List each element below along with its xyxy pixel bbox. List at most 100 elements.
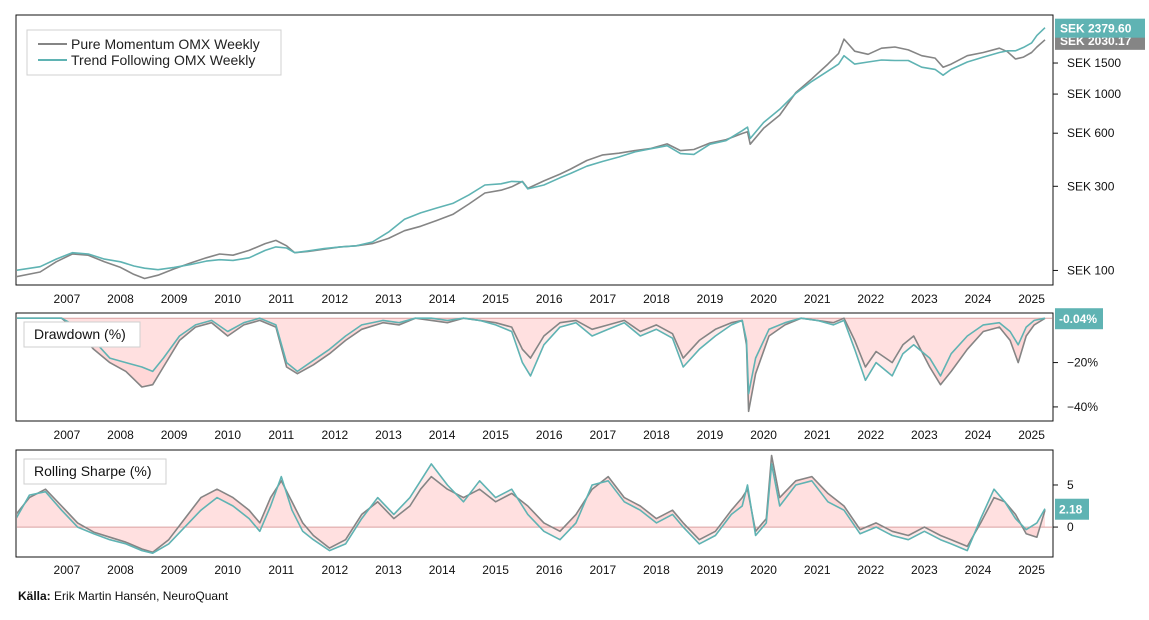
x-tick-label: 2019	[697, 428, 724, 442]
x-tick-label: 2025	[1018, 292, 1045, 306]
x-tick-label: 2009	[161, 292, 188, 306]
legend-frame	[26, 29, 282, 76]
x-tick-label: 2023	[911, 563, 938, 577]
x-tick-label: 2007	[54, 428, 81, 442]
x-tick-label: 2014	[429, 428, 456, 442]
panel-title: Rolling Sharpe (%)	[34, 463, 152, 479]
y-tick-label: SEK 600	[1067, 126, 1115, 140]
end-label-trend-text: SEK 2379.60	[1060, 22, 1132, 36]
panel-title-box: Rolling Sharpe (%)	[23, 458, 167, 485]
panel-drawdown: −20% −40% 2007 2008 2009 2010 2011 2012 2013 2014…	[15, 308, 1103, 442]
legend-label-momentum: Pure Momentum OMX Weekly	[71, 36, 260, 52]
x-tick-label: 2008	[107, 563, 134, 577]
x-tick-label: 2010	[214, 428, 241, 442]
end-label-bg	[1055, 308, 1103, 330]
x-tick-label: 2018	[643, 292, 670, 306]
x-tick-label: 2009	[161, 563, 188, 577]
x-tick-label: 2018	[643, 428, 670, 442]
x-tick-label: 2011	[268, 292, 294, 306]
x-tick-label: 2007	[54, 563, 81, 577]
x-tick-label: 2020	[750, 428, 777, 442]
plot-area	[17, 454, 1052, 554]
y-tick-label: 0	[1067, 520, 1074, 534]
end-label-trend-bg	[1055, 18, 1145, 38]
x-tick-label: 2022	[857, 292, 884, 306]
source-text: Erik Martin Hansén, NeuroQuant	[54, 589, 229, 603]
x-tick-label: 2012	[322, 292, 349, 306]
x-tick-label: 2010	[214, 563, 241, 577]
x-tick-label: 2010	[214, 292, 241, 306]
legend-label-trend: Trend Following OMX Weekly	[71, 52, 255, 68]
x-tick-label: 2011	[268, 563, 294, 577]
trend-line	[17, 27, 1046, 272]
x-tick-label: 2023	[911, 428, 938, 442]
x-tick-label: 2023	[911, 292, 938, 306]
x-tick-label: 2007	[54, 292, 81, 306]
x-tick-label: 2015	[482, 428, 509, 442]
title-frame	[23, 458, 167, 485]
x-tick-label: 2014	[429, 563, 456, 577]
end-label-bg	[1055, 498, 1089, 520]
x-tick-label: 2025	[1018, 563, 1045, 577]
y-tick-label: SEK 1500	[1067, 56, 1121, 70]
end-label-value: 2.18	[1055, 498, 1089, 520]
x-tick-label: 2020	[750, 292, 777, 306]
x-tick-label: 2015	[482, 292, 509, 306]
x-tick-label: 2016	[536, 292, 563, 306]
x-tick-label: 2013	[375, 563, 402, 577]
y-tick-label: SEK 1000	[1067, 87, 1121, 101]
y-tick-label: −20%	[1067, 356, 1098, 370]
y-tick-label: SEK 300	[1067, 179, 1115, 193]
end-label-text: 2.18	[1059, 503, 1083, 517]
y-tick-label: −40%	[1067, 400, 1098, 414]
x-tick-label: 2024	[965, 292, 992, 306]
trend-line	[17, 317, 1046, 395]
x-tick-label: 2017	[589, 563, 616, 577]
plot-frame	[15, 449, 1054, 558]
panel-price: SEK 100 SEK 300 SEK 600 SEK 1000 SEK 1500 200…	[15, 14, 1145, 306]
x-tick-label: 2019	[697, 563, 724, 577]
title-frame	[23, 321, 141, 348]
x-tick-label: 2019	[697, 292, 724, 306]
x-tick-label: 2025	[1018, 428, 1045, 442]
x-tick-label: 2009	[161, 428, 188, 442]
trend-line	[17, 463, 1046, 554]
x-tick-label: 2024	[965, 563, 992, 577]
end-label-value: -0.04%	[1055, 308, 1103, 330]
x-tick-label: 2017	[589, 428, 616, 442]
x-tick-label: 2016	[536, 428, 563, 442]
source-label: Källa:	[18, 589, 51, 603]
x-tick-label: 2021	[804, 292, 831, 306]
plot-area	[17, 27, 1046, 280]
x-tick-label: 2013	[375, 292, 402, 306]
x-tick-label: 2014	[429, 292, 456, 306]
y-tick-label: SEK 100	[1067, 263, 1115, 277]
x-tick-label: 2024	[965, 428, 992, 442]
x-tick-label: 2008	[107, 428, 134, 442]
x-tick-label: 2013	[375, 428, 402, 442]
x-tick-label: 2012	[322, 563, 349, 577]
x-tick-label: 2021	[804, 563, 831, 577]
y-tick-label: 5	[1067, 478, 1074, 492]
panel-title: Drawdown (%)	[34, 326, 126, 342]
momentum-line	[17, 38, 1046, 280]
panel-sharpe: 5 0 2007 2008 2009 2010 2011 2012 2013 2014 2015 20…	[15, 449, 1089, 577]
panel-title-box: Drawdown (%)	[23, 321, 141, 348]
x-tick-label: 2022	[857, 563, 884, 577]
x-tick-label: 2021	[804, 428, 831, 442]
end-label-text: -0.04%	[1059, 312, 1097, 326]
x-tick-label: 2008	[107, 292, 134, 306]
x-tick-label: 2020	[750, 563, 777, 577]
x-tick-label: 2016	[536, 563, 563, 577]
x-tick-label: 2011	[268, 428, 294, 442]
end-label-trend: SEK 2379.60	[1055, 18, 1145, 38]
source-note: Källa: Erik Martin Hansén, NeuroQuant	[18, 589, 228, 603]
x-tick-label: 2017	[589, 292, 616, 306]
x-tick-label: 2015	[482, 563, 509, 577]
momentum-line	[17, 454, 1046, 554]
x-tick-label: 2018	[643, 563, 670, 577]
x-tick-label: 2012	[322, 428, 349, 442]
momentum-line	[17, 317, 1046, 413]
